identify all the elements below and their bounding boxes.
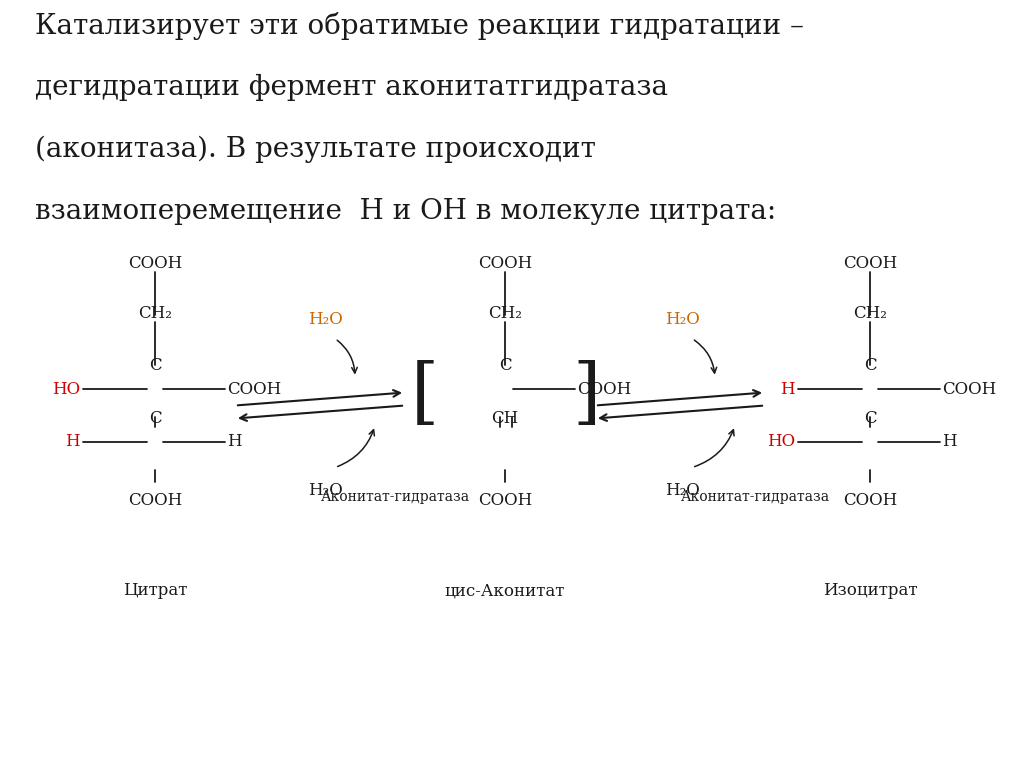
Text: CH₂: CH₂: [853, 305, 887, 322]
Text: C: C: [148, 357, 162, 374]
Text: H₂O: H₂O: [307, 311, 342, 328]
Text: CH₂: CH₂: [138, 305, 172, 322]
Text: HO: HO: [52, 380, 80, 397]
Text: H₂O: H₂O: [665, 311, 699, 328]
Text: взаимоперемещение  Н и ОН в молекуле цитрата:: взаимоперемещение Н и ОН в молекуле цитр…: [35, 198, 776, 225]
Text: COOH: COOH: [478, 492, 532, 509]
Text: H: H: [66, 433, 80, 450]
Text: COOH: COOH: [577, 380, 631, 397]
Text: COOH: COOH: [227, 380, 282, 397]
Text: COOH: COOH: [128, 255, 182, 272]
Text: CH₂: CH₂: [488, 305, 522, 322]
Text: дегидратации фермент аконитатгидратаза: дегидратации фермент аконитатгидратаза: [35, 74, 668, 101]
Text: Аконитат-гидратаза: Аконитат-гидратаза: [680, 491, 829, 505]
Text: COOH: COOH: [128, 492, 182, 509]
Text: Цитрат: Цитрат: [123, 582, 187, 599]
Text: H₂O: H₂O: [307, 482, 342, 499]
Text: CH: CH: [492, 410, 518, 427]
Text: Изоцитрат: Изоцитрат: [822, 582, 918, 599]
Text: C: C: [863, 357, 877, 374]
Text: COOH: COOH: [843, 255, 897, 272]
Text: COOH: COOH: [478, 255, 532, 272]
Text: C: C: [148, 410, 162, 427]
Text: COOH: COOH: [942, 380, 996, 397]
Text: H₂O: H₂O: [665, 482, 699, 499]
Text: C: C: [863, 410, 877, 427]
Text: H: H: [227, 433, 242, 450]
Text: ]: ]: [572, 359, 601, 430]
Text: (аконитаза). В результате происходит: (аконитаза). В результате происходит: [35, 136, 596, 163]
Text: цис-Аконитат: цис-Аконитат: [444, 582, 565, 599]
Text: H: H: [942, 433, 956, 450]
Text: HO: HO: [767, 433, 795, 450]
Text: H: H: [780, 380, 795, 397]
Text: [: [: [411, 359, 439, 430]
Text: Катализирует эти обратимые реакции гидратации –: Катализирует эти обратимые реакции гидра…: [35, 12, 804, 40]
Text: Аконитат-гидратаза: Аконитат-гидратаза: [321, 491, 470, 505]
Text: COOH: COOH: [843, 492, 897, 509]
Text: C: C: [499, 357, 511, 374]
